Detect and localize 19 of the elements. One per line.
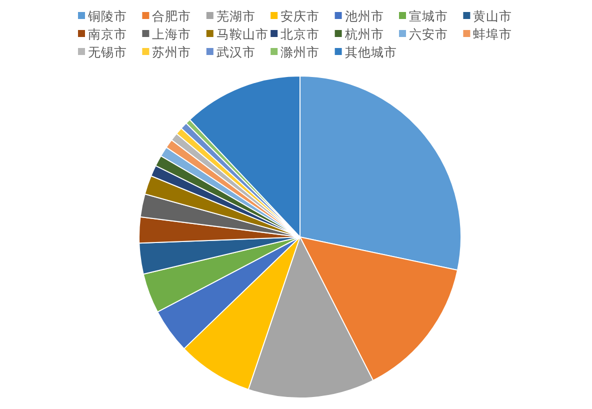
legend-label: 合肥市 xyxy=(152,8,192,24)
legend-label: 北京市 xyxy=(280,26,320,42)
legend-label: 上海市 xyxy=(152,26,192,42)
legend-label: 六安市 xyxy=(409,26,448,42)
legend-label: 滁州市 xyxy=(280,44,320,60)
legend-label: 芜湖市 xyxy=(216,8,256,24)
legend-label: 无锡市 xyxy=(88,44,127,60)
legend-label: 马鞍山市 xyxy=(216,26,268,42)
legend-label: 武汉市 xyxy=(216,44,256,60)
legend-label: 池州市 xyxy=(344,8,384,24)
legend-label: 蚌埠市 xyxy=(473,26,512,42)
legend-label: 苏州市 xyxy=(152,44,192,60)
legend-label: 安庆市 xyxy=(280,8,320,24)
legend-label: 南京市 xyxy=(88,26,127,42)
legend-label: 其他城市 xyxy=(344,44,397,60)
legend-label: 宣城市 xyxy=(409,8,448,24)
legend-label: 黄山市 xyxy=(473,8,512,24)
legend-label: 铜陵市 xyxy=(87,8,127,24)
legend-label: 杭州市 xyxy=(344,26,384,42)
